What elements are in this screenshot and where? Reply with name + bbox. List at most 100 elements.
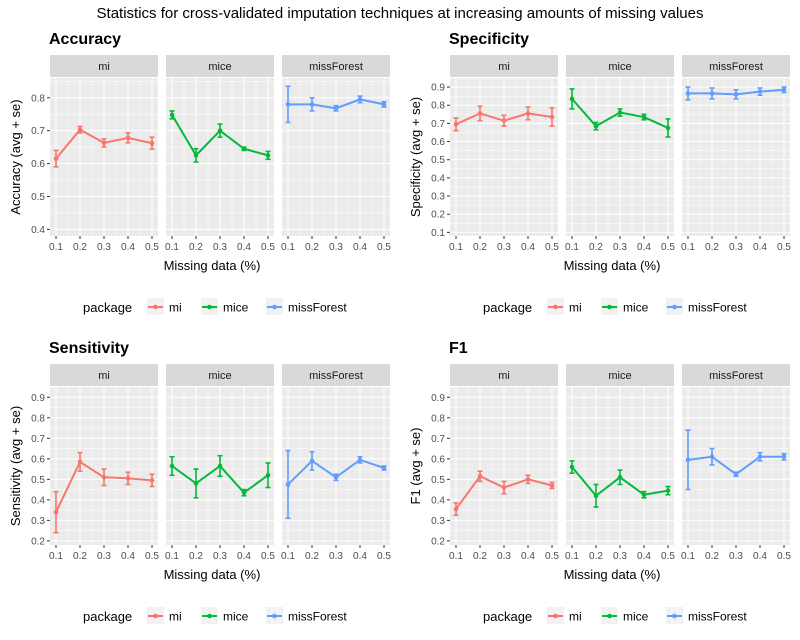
x-tick-label: 0.3 (613, 551, 627, 562)
data-point (757, 454, 763, 460)
facet-strip-label: missForest (709, 61, 763, 73)
data-point (125, 476, 131, 481)
data-point (77, 459, 83, 465)
y-tick-label: 0.3 (31, 516, 45, 527)
x-tick-label: 0.3 (97, 242, 111, 253)
y-tick-label: 0.6 (431, 454, 445, 465)
legend-label: mice (623, 610, 649, 624)
chart-title: Specificity (449, 31, 529, 48)
data-point (453, 122, 459, 127)
x-tick-label: 0.2 (189, 551, 203, 562)
facet-strip (566, 364, 674, 386)
data-point (309, 458, 315, 464)
legend: package mi mice missForest (83, 298, 347, 315)
data-point (357, 97, 363, 102)
y-tick-label: 0.7 (431, 434, 445, 445)
y-axis-label: Specificity (avg + se) (408, 97, 423, 217)
facet-panel-mi: mi 0.1 0.2 0.3 0.4 0.5 (49, 55, 159, 253)
legend-key-point (672, 613, 677, 619)
y-tick-label: 0.4 (431, 173, 445, 184)
y-tick-label: 0.3 (431, 192, 445, 203)
facet-panel-missForest: missForest 0.1 0.2 0.3 0.4 0.5 (681, 55, 791, 253)
legend-label: mi (569, 610, 582, 624)
x-tick-label: 0.3 (497, 551, 511, 562)
y-tick-label: 0.3 (431, 516, 445, 527)
x-tick-label: 0.3 (97, 551, 111, 562)
data-point (665, 125, 671, 131)
y-axis-label: Accuracy (avg + se) (8, 99, 23, 214)
data-point (149, 140, 155, 146)
x-tick-label: 0.1 (165, 242, 179, 253)
x-tick-label: 0.1 (281, 551, 295, 562)
legend-key-point (272, 304, 277, 310)
x-tick-label: 0.5 (661, 242, 675, 253)
chart-title: Accuracy (49, 31, 121, 48)
data-point (265, 153, 271, 158)
facet-strip-label: missForest (709, 370, 763, 382)
data-point (685, 91, 691, 96)
legend-label: missForest (288, 301, 347, 315)
x-tick-label: 0.4 (237, 242, 251, 253)
y-tick-label: 0.9 (431, 393, 445, 404)
x-tick-label: 0.1 (565, 242, 579, 253)
data-point (381, 465, 387, 471)
facet-strip (282, 55, 390, 77)
data-point (757, 89, 763, 94)
data-point (709, 91, 715, 96)
facet-strip (682, 55, 790, 77)
data-point (665, 488, 671, 493)
data-point (125, 135, 131, 141)
x-tick-label: 0.2 (305, 242, 319, 253)
data-point (501, 485, 507, 490)
y-tick-label: 0.5 (431, 475, 445, 486)
legend-key-point (207, 304, 212, 310)
facet-strip (166, 364, 274, 386)
y-tick-label: 0.2 (431, 536, 445, 547)
x-tick-label: 0.4 (753, 551, 767, 562)
data-point (101, 140, 107, 146)
facet-strip-label: mi (98, 370, 110, 382)
legend-key-point (553, 613, 558, 619)
data-point (169, 112, 175, 118)
y-tick-label: 0.7 (31, 434, 45, 445)
x-tick-label: 0.5 (145, 551, 159, 562)
x-tick-label: 0.4 (637, 551, 651, 562)
legend-key-point (272, 613, 277, 619)
y-tick-label: 0.4 (31, 495, 45, 506)
x-tick-label: 0.2 (473, 551, 487, 562)
x-tick-label: 0.4 (521, 242, 535, 253)
facet-strip-label: mi (498, 61, 510, 73)
facet-panel-missForest: missForest 0.1 0.2 0.3 0.4 0.5 (681, 364, 791, 562)
data-point (781, 454, 787, 460)
x-tick-label: 0.4 (353, 551, 367, 562)
legend-key-point (153, 304, 158, 310)
x-tick-label: 0.3 (729, 242, 743, 253)
facet-panel-mi: mi 0.1 0.2 0.3 0.4 0.5 (449, 364, 559, 562)
data-point (501, 118, 507, 123)
data-point (733, 471, 739, 477)
x-tick-label: 0.5 (377, 242, 391, 253)
x-tick-label: 0.1 (49, 551, 63, 562)
facet-panel-mice: mice 0.1 0.2 0.3 0.4 0.5 (565, 55, 675, 253)
legend-label: mi (569, 301, 582, 315)
legend-title: package (83, 609, 132, 624)
chart-title: Sensitivity (49, 340, 129, 357)
y-tick-label: 0.2 (31, 536, 45, 547)
chart-title: F1 (449, 340, 468, 357)
x-tick-label: 0.1 (449, 551, 463, 562)
x-tick-label: 0.3 (497, 242, 511, 253)
data-point (241, 146, 247, 152)
legend-label: missForest (688, 610, 747, 624)
facet-panel-mice: mice 0.1 0.2 0.3 0.4 0.5 (165, 364, 275, 562)
facet-strip-label: missForest (309, 370, 363, 382)
facet-strip (50, 364, 158, 386)
facet-panel-mice: mice 0.1 0.2 0.3 0.4 0.5 (165, 55, 275, 253)
data-point (593, 123, 599, 129)
x-tick-label: 0.4 (521, 551, 535, 562)
legend-label: mi (169, 610, 182, 624)
x-tick-label: 0.4 (237, 551, 251, 562)
data-point (217, 128, 223, 133)
x-tick-label: 0.5 (261, 551, 275, 562)
chart-sensitivity: Sensitivity Sensitivity (avg + se) Missing… (8, 340, 391, 624)
